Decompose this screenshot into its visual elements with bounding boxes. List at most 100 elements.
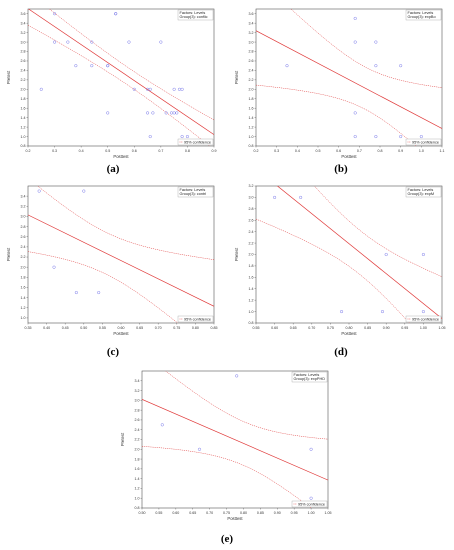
x-axis-label: Posttest — [113, 331, 129, 336]
y-tick-label: 0.8 — [21, 144, 26, 148]
plot-area — [27, 185, 215, 324]
x-tick-label: 0.5 — [105, 149, 110, 153]
plot-area — [27, 8, 215, 147]
y-tick-label: 1.4 — [21, 116, 26, 120]
data-point — [374, 135, 378, 139]
panel-caption-e: (e) — [220, 533, 234, 545]
y-tick-label: 3.0 — [21, 215, 26, 219]
y-tick-label: 1.2 — [249, 125, 254, 129]
data-point — [309, 496, 313, 500]
y-tick-label: 2.2 — [21, 78, 26, 82]
data-point — [380, 310, 385, 314]
data-point — [37, 189, 41, 193]
x-tick-label: 0.95 — [291, 511, 298, 515]
y-tick-label: 3.0 — [135, 399, 140, 403]
y-tick-label: 3.0 — [249, 40, 254, 44]
chart-d: 0.8 1.0 1.2 1.4 1.6 1.8 2.0 2.2 2.4 2.6 2.8 3.0 3.2 0… — [234, 184, 446, 336]
legend-text: Group(3): contrl — [180, 192, 207, 196]
data-point — [127, 40, 131, 44]
y-tick-label: 2.8 — [21, 225, 26, 229]
regression-line — [276, 186, 442, 319]
x-tick-label: 0.50 — [80, 326, 87, 330]
legend-text: Group(3): expBo — [408, 15, 436, 19]
x-tick-label: 0.50 — [139, 511, 146, 515]
y-tick-label: 2.2 — [21, 255, 26, 259]
chart-panel-b: 0.8 1.0 1.2 1.4 1.6 1.8 2.0 2.2 2.4 2.6 2.8 3.0 3.2 3… — [230, 2, 452, 167]
y-tick-label: 2.2 — [249, 241, 254, 245]
x-tick-label: 0.60 — [172, 511, 179, 515]
panel-caption-c: (c) — [106, 346, 120, 358]
confidence-legend-box — [405, 138, 442, 146]
y-tick-label: 2.0 — [135, 447, 140, 451]
chart-b: 0.8 1.0 1.2 1.4 1.6 1.8 2.0 2.2 2.4 2.6 2.8 3.0 3.2 3… — [234, 8, 445, 159]
confidence-legend-label: 95% confidence — [298, 502, 325, 506]
confidence-legend-box — [177, 315, 214, 323]
y-tick-label: 2.2 — [249, 78, 254, 82]
ci-lower-band — [28, 251, 179, 323]
y-tick-label: 2.0 — [249, 88, 254, 92]
x-tick-label: 0.6 — [132, 149, 137, 153]
x-tick-label: 0.85 — [364, 326, 371, 330]
x-tick-label: 0.55 — [99, 326, 106, 330]
y-tick-label: 2.6 — [135, 418, 140, 422]
x-tick-label: 0.90 — [383, 326, 390, 330]
x-tick-label: 0.75 — [223, 511, 230, 515]
chart-panel-c: 1.0 1.2 1.4 1.6 1.8 2.0 2.2 2.4 2.6 2.8 3.0 3.2 3.4 0… — [2, 179, 224, 344]
x-tick-label: 0.65 — [290, 326, 297, 330]
x-tick-label: 0.90 — [274, 511, 281, 515]
y-tick-label: 1.2 — [21, 125, 26, 129]
data-point — [421, 310, 425, 314]
y-tick-label: 3.0 — [21, 40, 26, 44]
regression-line — [28, 214, 214, 307]
x-tick-label: 0.65 — [189, 511, 196, 515]
data-point — [148, 87, 152, 91]
data-point — [285, 64, 289, 68]
y-tick-label: 0.8 — [249, 321, 254, 325]
y-tick-label: 2.0 — [21, 88, 26, 92]
x-axis-label: Posttest — [227, 516, 243, 521]
data-point — [146, 111, 150, 115]
x-tick-label: 0.7 — [357, 149, 362, 153]
x-tick-label: 0.80 — [192, 326, 199, 330]
data-point — [74, 64, 78, 68]
x-tick-label: 0.55 — [155, 511, 162, 515]
plot-area — [255, 8, 443, 147]
data-point — [353, 111, 357, 115]
x-tick-label: 0.3 — [274, 149, 279, 153]
data-point — [39, 87, 43, 91]
y-tick-label: 0.8 — [135, 506, 140, 510]
y-tick-label: 3.6 — [21, 12, 26, 16]
y-tick-label: 2.0 — [21, 265, 26, 269]
ci-upper-band — [37, 186, 214, 260]
x-tick-label: 1.1 — [440, 149, 445, 153]
data-point — [419, 135, 423, 139]
confidence-legend-label: 95% confidence — [412, 317, 439, 321]
chart-panel-d: 0.8 1.0 1.2 1.4 1.6 1.8 2.0 2.2 2.4 2.6 2.8 3.0 3.2 0… — [230, 179, 452, 344]
y-axis-label: Pretest — [6, 247, 11, 261]
data-point — [353, 16, 357, 20]
y-tick-label: 1.4 — [249, 287, 254, 291]
x-tick-label: 0.6 — [336, 149, 341, 153]
x-axis-label: Posttest — [113, 154, 129, 159]
x-tick-label: 0.2 — [254, 149, 259, 153]
data-point — [151, 111, 155, 115]
confidence-legend-box — [405, 315, 442, 323]
data-point — [53, 40, 57, 44]
regression-line — [142, 399, 328, 481]
legend-text: Factors: Levels — [408, 188, 434, 192]
data-point — [160, 423, 164, 427]
legend-box — [405, 9, 442, 21]
x-tick-label: 1.00 — [420, 326, 427, 330]
y-tick-label: 3.0 — [249, 196, 254, 200]
data-point — [374, 40, 378, 44]
data-point — [374, 64, 378, 68]
data-point — [384, 252, 388, 257]
panel-caption-b: (b) — [334, 163, 348, 175]
x-axis-label: Posttest — [341, 154, 357, 159]
y-tick-label: 1.6 — [249, 276, 254, 280]
x-tick-label: 0.75 — [173, 326, 180, 330]
ci-lower-band — [256, 218, 410, 323]
y-tick-label: 1.8 — [249, 97, 254, 101]
y-tick-label: 2.4 — [21, 245, 26, 249]
legend-text: Factors: Levels — [408, 11, 434, 15]
